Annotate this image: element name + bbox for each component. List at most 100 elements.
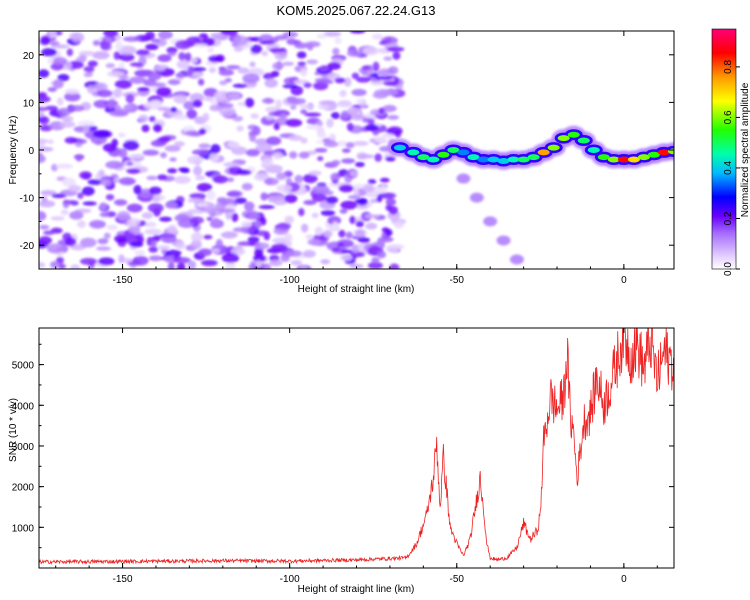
ridge-point bbox=[437, 151, 450, 158]
noise-blob bbox=[372, 61, 380, 72]
noise-blob bbox=[371, 257, 380, 264]
noise-blob bbox=[339, 89, 347, 98]
noise-blob bbox=[183, 101, 196, 110]
noise-blob bbox=[82, 124, 90, 133]
noise-blob bbox=[95, 246, 112, 251]
noise-blob bbox=[227, 92, 241, 100]
noise-blob bbox=[288, 134, 303, 142]
noise-blob bbox=[331, 159, 341, 166]
noise-blob bbox=[250, 44, 263, 54]
noise-blob bbox=[219, 80, 228, 86]
noise-blob bbox=[41, 48, 57, 57]
noise-blob bbox=[142, 149, 160, 156]
ridge-point bbox=[637, 154, 650, 161]
noise-blob bbox=[378, 68, 391, 77]
noise-blob bbox=[316, 120, 324, 127]
noise-blob bbox=[248, 132, 256, 142]
noise-blob bbox=[59, 120, 76, 128]
noise-blob bbox=[39, 262, 46, 268]
noise-blob bbox=[314, 147, 328, 153]
noise-blob bbox=[306, 59, 319, 65]
noise-blob bbox=[137, 87, 150, 92]
noise-blob bbox=[159, 216, 172, 222]
noise-blob bbox=[39, 138, 49, 144]
noise-blob bbox=[385, 156, 396, 162]
noise-blob bbox=[241, 182, 253, 191]
x-tick-label: -100 bbox=[280, 574, 300, 585]
noise-blob bbox=[261, 50, 268, 57]
noise-blob bbox=[260, 192, 268, 201]
noise-blob bbox=[173, 256, 191, 264]
noise-blob bbox=[213, 90, 231, 101]
noise-blob bbox=[300, 223, 309, 233]
noise-blob bbox=[356, 197, 369, 206]
noise-blob bbox=[173, 114, 189, 120]
noise-blob bbox=[259, 40, 276, 45]
noise-blob bbox=[97, 238, 109, 245]
noise-blob bbox=[276, 184, 293, 193]
noise-blob bbox=[209, 152, 220, 162]
noise-blob bbox=[350, 113, 366, 121]
noise-blob bbox=[49, 41, 60, 46]
snr-x-label: Height of straight line (km) bbox=[298, 584, 415, 595]
noise-blob bbox=[382, 80, 399, 86]
y-tick-label: 10 bbox=[23, 98, 35, 109]
noise-blob bbox=[77, 120, 96, 127]
noise-blob bbox=[274, 200, 284, 206]
noise-blob bbox=[290, 260, 303, 266]
noise-blob bbox=[99, 40, 110, 50]
snr-frame bbox=[38, 327, 675, 569]
noise-blob bbox=[272, 62, 284, 70]
noise-blob bbox=[208, 55, 223, 63]
noise-blob bbox=[157, 54, 172, 63]
noise-blob bbox=[154, 65, 166, 72]
noise-blob bbox=[260, 217, 267, 226]
noise-blob bbox=[273, 122, 280, 131]
noise-blob bbox=[352, 141, 369, 147]
noise-blob bbox=[53, 44, 70, 49]
noise-blob bbox=[303, 200, 317, 206]
noise-blob bbox=[118, 254, 125, 264]
noise-blob bbox=[174, 175, 191, 184]
noise-blob bbox=[347, 195, 361, 200]
noise-blob bbox=[93, 99, 111, 109]
noise-blob bbox=[231, 247, 246, 256]
ridge-core bbox=[393, 131, 674, 164]
noise-blob bbox=[284, 193, 298, 204]
ridge-point bbox=[627, 156, 640, 163]
noise-blob bbox=[385, 204, 393, 211]
noise-blob bbox=[269, 259, 283, 267]
spectrogram-y-axis: -20 -10 0 10 20 bbox=[20, 30, 674, 270]
spectrogram-marks bbox=[39, 31, 674, 269]
colorbar-tick-label: 0.4 bbox=[723, 161, 734, 175]
noise-blob bbox=[106, 71, 125, 77]
noise-blob bbox=[144, 221, 157, 228]
noise-blob bbox=[165, 201, 178, 209]
noise-blob bbox=[282, 61, 295, 66]
noise-blob bbox=[87, 179, 104, 185]
noise-blob bbox=[191, 72, 204, 77]
noise-blob bbox=[147, 203, 164, 213]
noise-blob bbox=[98, 257, 115, 266]
noise-blob bbox=[80, 237, 97, 248]
noise-blob bbox=[341, 148, 351, 153]
noise-blob bbox=[114, 234, 127, 243]
x-tick-label: -50 bbox=[450, 275, 465, 286]
noise-blob bbox=[151, 196, 161, 203]
noise-blob bbox=[355, 161, 365, 168]
ridge-point bbox=[407, 149, 420, 156]
noise-blob bbox=[300, 68, 308, 77]
snr-panel: -150 -100 -50 0 1000 2000 3000 4000 5000 Height… bbox=[8, 327, 675, 595]
noise-blob bbox=[184, 52, 192, 62]
noise-blob bbox=[327, 215, 342, 226]
colorbar: 0.0 0.2 0.4 0.6 0.8 Normalized spectral ampl… bbox=[711, 28, 750, 276]
noise-blob bbox=[127, 153, 146, 159]
noise-blob bbox=[198, 248, 213, 257]
noise-blob bbox=[210, 143, 221, 154]
noise-blob bbox=[62, 177, 76, 188]
noise-blob bbox=[89, 219, 106, 229]
noise-blob bbox=[232, 227, 249, 233]
noise-blob bbox=[115, 41, 124, 52]
noise-blob bbox=[218, 103, 234, 108]
noise-blob bbox=[371, 33, 383, 40]
